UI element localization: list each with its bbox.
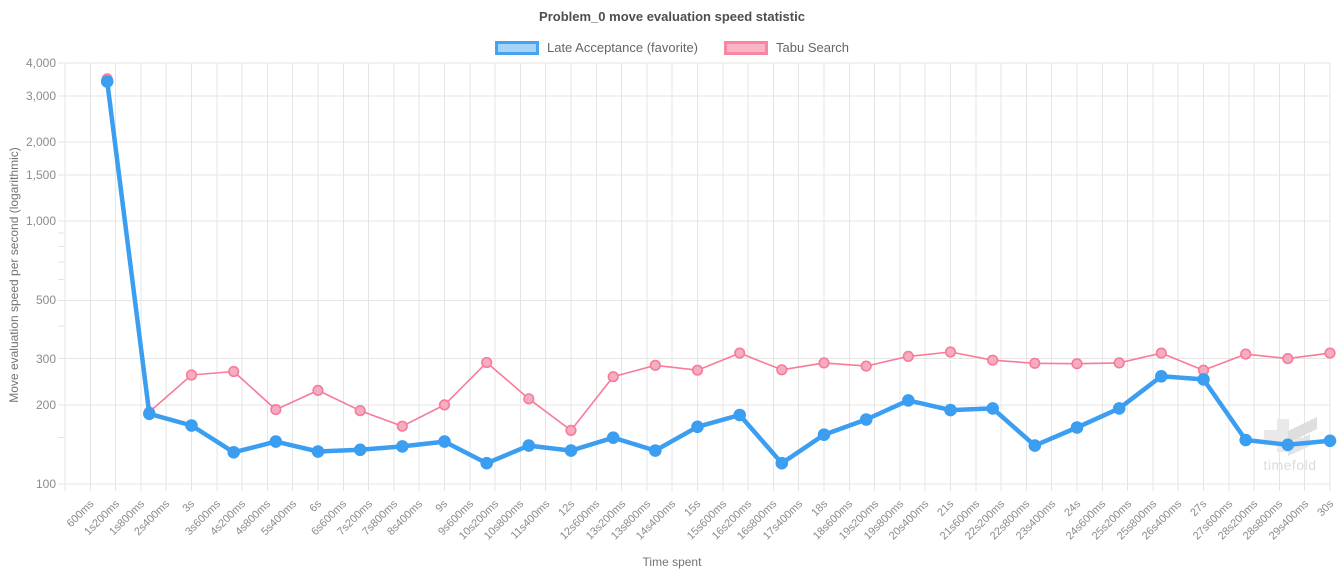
chart-title: Problem_0 move evaluation speed statisti… [539, 9, 805, 24]
y-tick-label: 200 [35, 398, 56, 412]
y-tick-label: 1,500 [25, 168, 56, 182]
y-tick-label: 100 [35, 477, 56, 491]
watermark-text: timefold [1263, 457, 1317, 473]
legend-label: Late Acceptance (favorite) [546, 40, 699, 55]
legend: Late Acceptance (favorite) Tabu Search [0, 40, 1344, 55]
legend-swatch-pink-icon [724, 40, 769, 55]
legend-swatch-blue-icon [494, 40, 539, 55]
y-axis-title: Move evaluation speed per second (logari… [7, 147, 21, 403]
y-tick-label: 300 [35, 352, 56, 366]
legend-item-tabu-search[interactable]: Tabu Search [724, 40, 849, 55]
y-tick-label: 2,000 [25, 135, 56, 149]
legend-label: Tabu Search [776, 40, 850, 55]
y-tick-label: 3,000 [25, 89, 56, 103]
y-tick-label: 4,000 [25, 56, 56, 70]
y-tick-label: 500 [35, 293, 56, 307]
legend-item-late-acceptance[interactable]: Late Acceptance (favorite) [494, 40, 699, 55]
x-axis-title: Time spent [642, 555, 702, 569]
y-tick-label: 1,000 [25, 214, 56, 228]
